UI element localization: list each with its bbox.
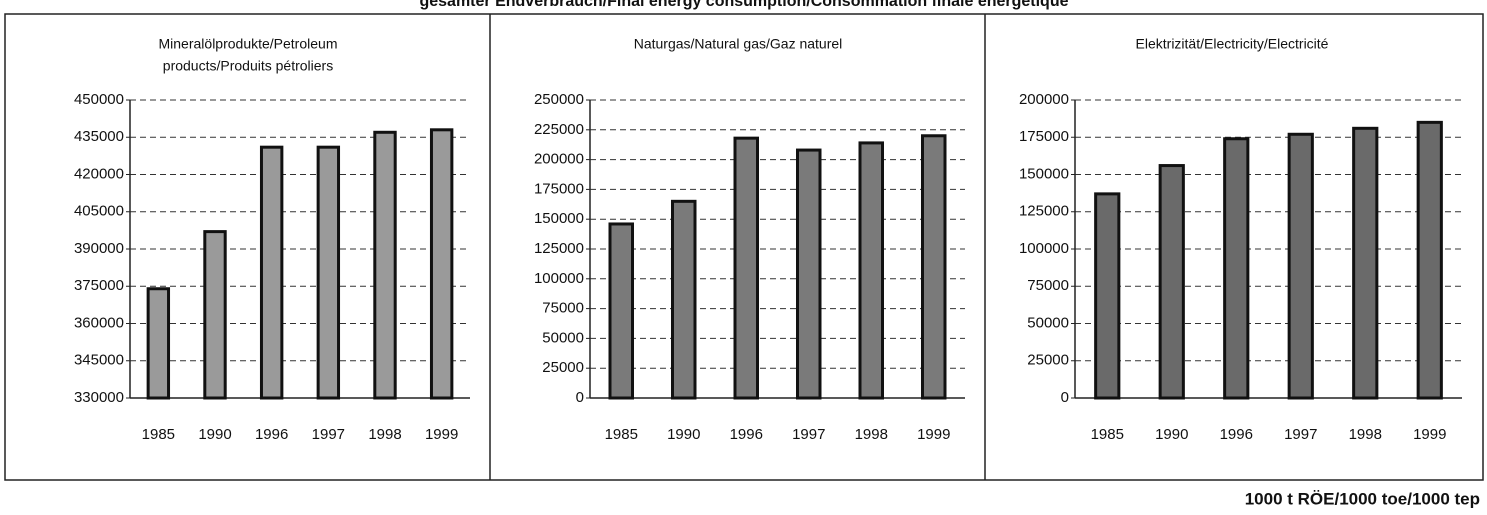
y-tick-label: 330000 [74, 389, 124, 406]
x-tick-label: 1999 [1413, 426, 1446, 443]
bar [1352, 126, 1379, 400]
page-title: gesamter Endverbrauch/Final energy consu… [419, 0, 1068, 10]
y-tick-label: 450000 [74, 91, 124, 108]
bar [1416, 120, 1443, 400]
bar [1223, 137, 1250, 400]
x-tick-label: 1997 [1284, 426, 1317, 443]
y-tick-label: 435000 [74, 128, 124, 145]
x-tick-label: 1996 [1220, 426, 1253, 443]
y-tick-label: 25000 [1027, 352, 1069, 369]
y-tick-label: 50000 [542, 329, 584, 346]
y-tick-label: 200000 [534, 151, 584, 168]
y-tick-label: 200000 [1019, 91, 1069, 108]
y-tick-label: 25000 [542, 359, 584, 376]
y-tick-label: 150000 [534, 210, 584, 227]
bar [429, 128, 454, 400]
x-tick-label: 1985 [605, 426, 638, 443]
y-tick-label: 0 [576, 389, 584, 406]
x-tick-label: 1990 [667, 426, 700, 443]
x-tick-label: 1999 [425, 426, 458, 443]
y-tick-label: 225000 [534, 121, 584, 138]
y-tick-label: 75000 [1027, 277, 1069, 294]
x-tick-label: 1985 [142, 426, 175, 443]
x-tick-label: 1996 [255, 426, 288, 443]
y-tick-label: 175000 [534, 180, 584, 197]
x-tick-label: 1998 [855, 426, 888, 443]
y-tick-label: 150000 [1019, 165, 1069, 182]
bar [203, 230, 227, 400]
bar [858, 141, 884, 400]
y-tick-label: 175000 [1019, 128, 1069, 145]
y-tick-label: 360000 [74, 314, 124, 331]
y-tick-label: 100000 [534, 270, 584, 287]
bar [733, 136, 759, 400]
x-tick-label: 1998 [368, 426, 401, 443]
x-tick-label: 1985 [1091, 426, 1124, 443]
bar [373, 130, 397, 400]
x-tick-label: 1999 [917, 426, 950, 443]
bar [316, 145, 341, 400]
bar [608, 222, 634, 400]
y-tick-label: 345000 [74, 352, 124, 369]
y-tick-label: 75000 [542, 300, 584, 317]
y-tick-label: 0 [1061, 389, 1069, 406]
bar [1094, 192, 1121, 400]
x-tick-label: 1997 [792, 426, 825, 443]
x-tick-label: 1996 [730, 426, 763, 443]
y-tick-label: 50000 [1027, 314, 1069, 331]
x-tick-label: 1990 [1155, 426, 1188, 443]
y-tick-label: 420000 [74, 165, 124, 182]
outer-frame [4, 13, 1484, 481]
y-tick-label: 390000 [74, 240, 124, 257]
bar [671, 199, 697, 400]
bar [1158, 164, 1185, 400]
y-tick-label: 125000 [534, 240, 584, 257]
bar [146, 287, 171, 400]
chart-title: products/Produits pétroliers [163, 58, 333, 74]
bar [259, 145, 284, 400]
y-tick-label: 405000 [74, 203, 124, 220]
y-tick-label: 100000 [1019, 240, 1069, 257]
unit-note: 1000 t RÖE/1000 toe/1000 tep [1245, 489, 1480, 508]
y-tick-label: 375000 [74, 277, 124, 294]
chart-title: Elektrizität/Electricity/Electricité [1136, 36, 1329, 52]
chart-title: Naturgas/Natural gas/Gaz naturel [634, 36, 843, 52]
y-tick-label: 250000 [534, 91, 584, 108]
y-tick-label: 125000 [1019, 203, 1069, 220]
bar [1287, 132, 1314, 400]
x-tick-label: 1998 [1349, 426, 1382, 443]
x-tick-label: 1990 [198, 426, 231, 443]
chart-title: Mineralölprodukte/Petroleum [159, 36, 338, 52]
bar [921, 134, 947, 400]
bar [796, 148, 822, 400]
x-tick-label: 1997 [312, 426, 345, 443]
